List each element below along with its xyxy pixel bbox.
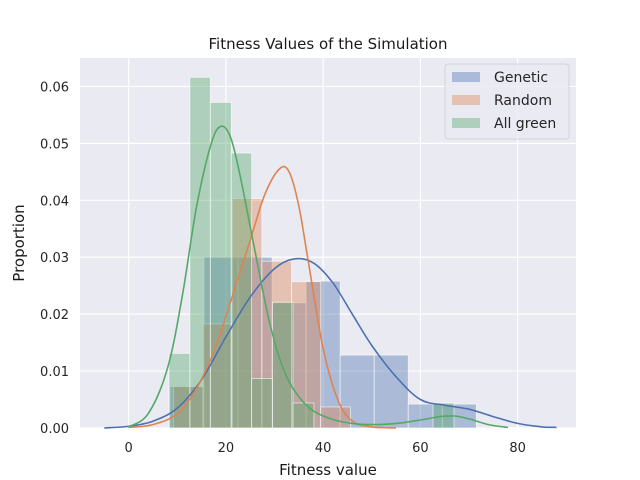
y-tick-labels: 0.00 0.01 0.02 0.03 0.04 0.05 0.06 bbox=[40, 80, 69, 437]
x-tick-label: 40 bbox=[315, 441, 332, 456]
legend-swatch-2 bbox=[452, 118, 480, 128]
y-tick-label: 0.04 bbox=[40, 194, 69, 209]
x-tick-labels: 0 20 40 60 80 bbox=[124, 441, 525, 456]
x-tick-label: 80 bbox=[509, 441, 526, 456]
bar-series-0-bin-2 bbox=[237, 256, 273, 429]
legend-frame bbox=[444, 63, 570, 140]
bar-series-2-bin-4 bbox=[251, 378, 273, 429]
kde-line-series-0 bbox=[104, 257, 557, 429]
legend-label-0: Genetic bbox=[494, 70, 548, 86]
grid bbox=[80, 58, 576, 429]
bar-series-0-bin-5 bbox=[339, 354, 375, 429]
bar-series-2-bin-1 bbox=[189, 76, 211, 429]
y-tick-label: 0.00 bbox=[40, 422, 69, 437]
x-tick-label: 0 bbox=[124, 441, 132, 456]
y-tick-label: 0.01 bbox=[40, 365, 69, 380]
legend: Genetic Random All green bbox=[444, 63, 570, 140]
kde-line-series-1 bbox=[128, 165, 397, 429]
kde-line-series-2 bbox=[128, 125, 508, 429]
bar-series-2-bin-3 bbox=[230, 152, 253, 429]
bar-series-2-bin-2 bbox=[209, 102, 232, 429]
legend-swatch-1 bbox=[452, 95, 480, 105]
y-tick-label: 0.02 bbox=[40, 308, 69, 323]
y-tick-label: 0.03 bbox=[40, 251, 69, 266]
x-tick-label: 60 bbox=[412, 441, 429, 456]
bar-series-1-bin-3 bbox=[261, 260, 292, 429]
legend-swatch-0 bbox=[452, 72, 480, 82]
bar-series-0-bin-6 bbox=[373, 354, 409, 429]
legend-label-2: All green bbox=[494, 116, 556, 132]
chart-title: Fitness Values of the Simulation bbox=[208, 35, 447, 53]
kde-lines bbox=[104, 125, 557, 429]
legend-label-1: Random bbox=[494, 93, 552, 109]
y-tick-label: 0.06 bbox=[40, 80, 69, 95]
bar-series-2-bin-6 bbox=[292, 402, 315, 429]
bar-series-0-bin-0 bbox=[169, 386, 205, 429]
bar-series-0-bin-3 bbox=[271, 302, 307, 429]
x-axis-label: Fitness value bbox=[279, 461, 377, 479]
y-tick-label: 0.05 bbox=[40, 137, 69, 152]
x-tick-label: 20 bbox=[218, 441, 235, 456]
y-axis-label: Proportion bbox=[10, 204, 28, 281]
